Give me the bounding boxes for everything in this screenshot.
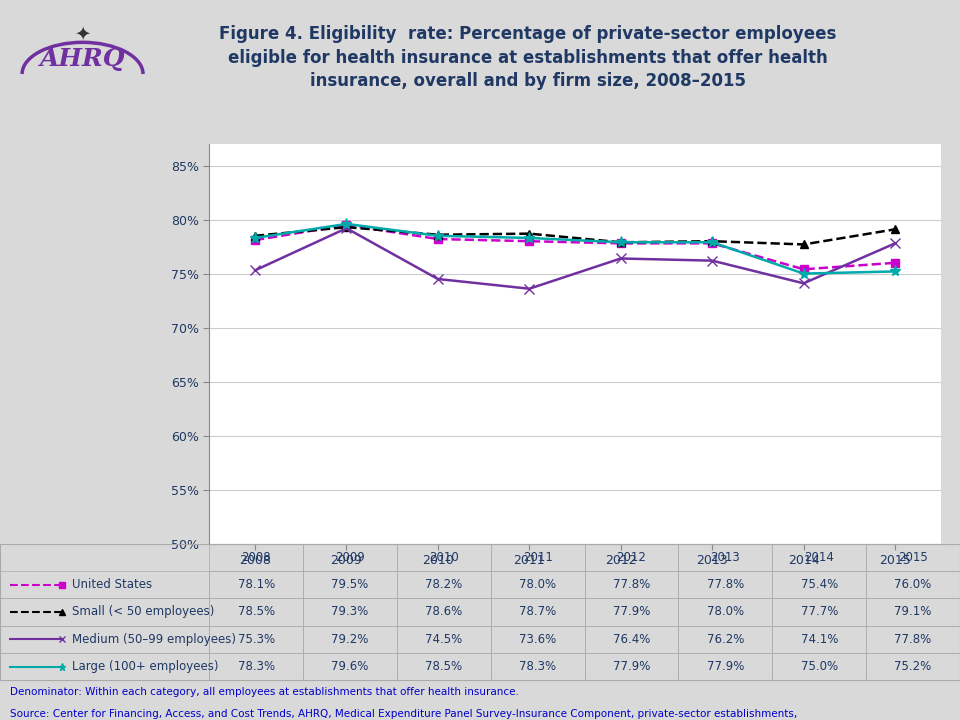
Small (< 50 employees) (889, 225, 900, 233)
Medium (50–99 employees) (341, 224, 352, 233)
Large (100+ employees) (798, 269, 809, 278)
Large (100+ employees) (250, 233, 261, 242)
Text: 74.5%: 74.5% (425, 633, 463, 646)
Text: 78.2%: 78.2% (425, 578, 463, 591)
Text: 76.4%: 76.4% (612, 633, 650, 646)
Text: 75.3%: 75.3% (238, 633, 275, 646)
Text: 2010: 2010 (429, 551, 459, 564)
Text: 2013: 2013 (710, 551, 740, 564)
Text: 78.1%: 78.1% (237, 578, 275, 591)
Large (100+ employees) (432, 231, 444, 240)
Line: Medium (50–99 employees): Medium (50–99 employees) (251, 223, 900, 294)
Text: 77.7%: 77.7% (801, 606, 838, 618)
Text: 75.2%: 75.2% (895, 660, 932, 673)
Medium (50–99 employees) (889, 239, 900, 248)
Medium (50–99 employees) (250, 266, 261, 274)
Text: 79.5%: 79.5% (331, 578, 369, 591)
Text: 75.0%: 75.0% (801, 660, 838, 673)
Text: 2008: 2008 (241, 551, 271, 564)
Text: 78.7%: 78.7% (519, 606, 557, 618)
Text: AHRQ: AHRQ (39, 47, 126, 71)
Small (< 50 employees) (615, 238, 627, 246)
Line: Small (< 50 employees): Small (< 50 employees) (251, 223, 900, 248)
Text: 79.1%: 79.1% (895, 606, 932, 618)
United States (798, 265, 809, 274)
Text: Denominator: Within each category, all employees at establishments that offer he: Denominator: Within each category, all e… (10, 688, 518, 698)
Medium (50–99 employees) (523, 284, 535, 293)
Text: 79.3%: 79.3% (331, 606, 369, 618)
Small (< 50 employees) (432, 230, 444, 239)
Text: 78.3%: 78.3% (238, 660, 275, 673)
Text: 78.0%: 78.0% (707, 606, 744, 618)
Text: Medium (50–99 employees): Medium (50–99 employees) (72, 633, 236, 646)
Medium (50–99 employees) (707, 256, 718, 265)
United States (707, 239, 718, 248)
Text: 2015: 2015 (899, 551, 928, 564)
Text: 76.0%: 76.0% (895, 578, 932, 591)
Text: ✦: ✦ (74, 24, 91, 43)
United States (523, 237, 535, 246)
Text: 77.8%: 77.8% (707, 578, 744, 591)
Text: Figure 4. Eligibility  rate: Percentage of private-sector employees
eligible for: Figure 4. Eligibility rate: Percentage o… (219, 25, 837, 91)
Text: 79.2%: 79.2% (331, 633, 369, 646)
Small (< 50 employees) (341, 222, 352, 231)
Text: 76.2%: 76.2% (707, 633, 744, 646)
Text: 2011: 2011 (523, 551, 553, 564)
Text: 73.6%: 73.6% (519, 633, 557, 646)
Text: 78.6%: 78.6% (425, 606, 463, 618)
Line: Large (100+ employees): Large (100+ employees) (250, 218, 900, 279)
Text: 78.3%: 78.3% (519, 660, 556, 673)
United States (615, 239, 627, 248)
Text: 79.6%: 79.6% (331, 660, 369, 673)
Text: 74.1%: 74.1% (801, 633, 838, 646)
Text: 77.8%: 77.8% (895, 633, 932, 646)
Text: 78.5%: 78.5% (425, 660, 463, 673)
Medium (50–99 employees) (432, 274, 444, 283)
Text: 2012: 2012 (616, 551, 646, 564)
Text: 77.9%: 77.9% (707, 660, 744, 673)
Text: United States: United States (72, 578, 152, 591)
United States (250, 236, 261, 245)
Text: 77.9%: 77.9% (612, 606, 650, 618)
United States (432, 235, 444, 243)
Text: 77.8%: 77.8% (612, 578, 650, 591)
Large (100+ employees) (615, 238, 627, 246)
Text: 2014: 2014 (804, 551, 834, 564)
Text: Large (100+ employees): Large (100+ employees) (72, 660, 219, 673)
Text: Source: Center for Financing, Access, and Cost Trends, AHRQ, Medical Expenditure: Source: Center for Financing, Access, an… (10, 708, 797, 719)
Small (< 50 employees) (798, 240, 809, 248)
Small (< 50 employees) (523, 229, 535, 238)
Medium (50–99 employees) (798, 279, 809, 288)
Large (100+ employees) (523, 233, 535, 242)
Text: 78.5%: 78.5% (238, 606, 275, 618)
United States (341, 220, 352, 229)
United States (889, 258, 900, 267)
Small (< 50 employees) (707, 237, 718, 246)
Text: 2009: 2009 (335, 551, 365, 564)
Large (100+ employees) (707, 238, 718, 246)
Text: 75.4%: 75.4% (801, 578, 838, 591)
Small (< 50 employees) (250, 231, 261, 240)
Line: United States: United States (251, 221, 900, 274)
Text: 77.9%: 77.9% (612, 660, 650, 673)
Large (100+ employees) (889, 267, 900, 276)
Large (100+ employees) (341, 220, 352, 228)
Medium (50–99 employees) (615, 254, 627, 263)
Text: 78.0%: 78.0% (519, 578, 556, 591)
Text: Small (< 50 employees): Small (< 50 employees) (72, 606, 214, 618)
